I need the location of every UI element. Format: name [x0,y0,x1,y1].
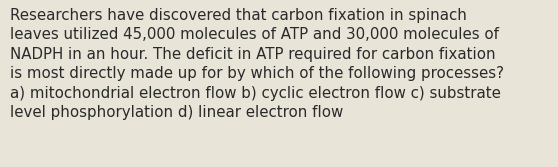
Text: Researchers have discovered that carbon fixation in spinach
leaves utilized 45,0: Researchers have discovered that carbon … [10,8,504,120]
